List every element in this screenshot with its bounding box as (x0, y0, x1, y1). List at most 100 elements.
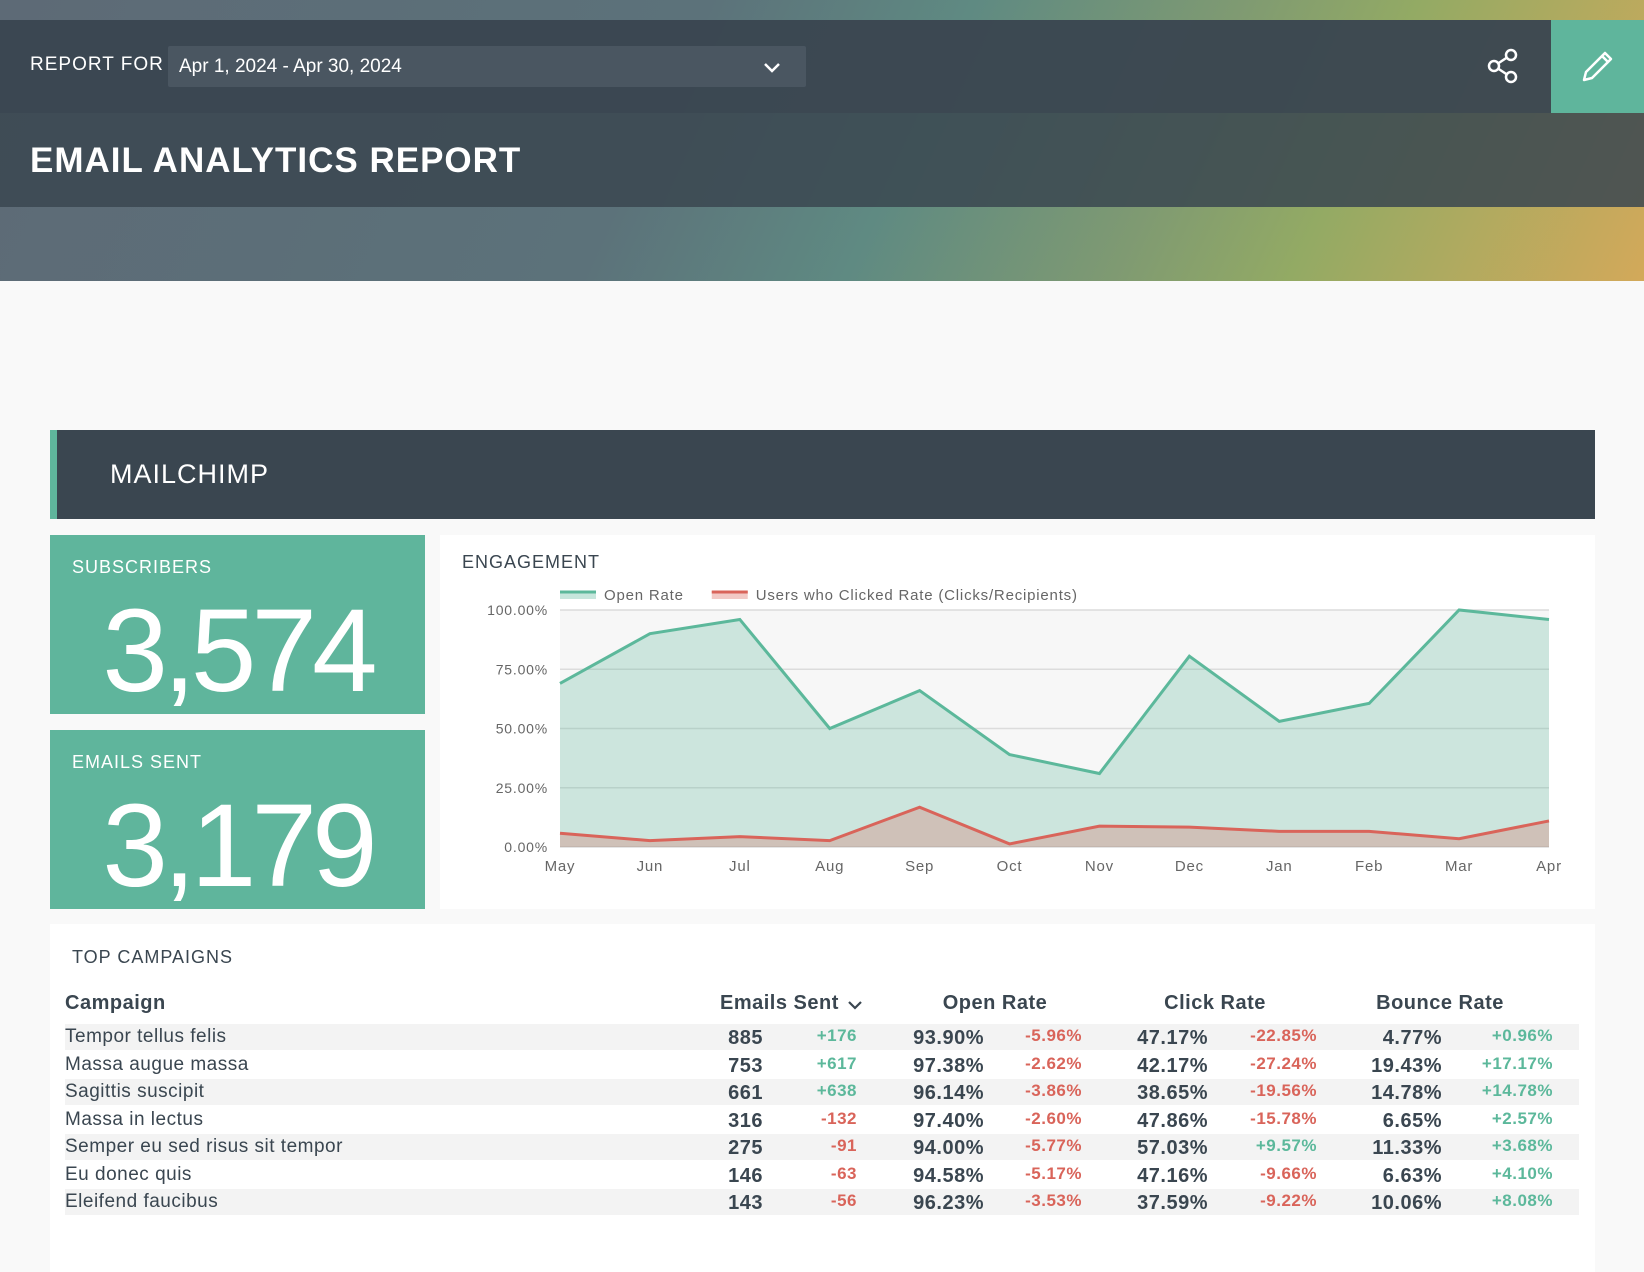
metric-value: 37.59% (1137, 1192, 1208, 1214)
change-value: -5.17% (1025, 1163, 1082, 1183)
kpi-label: SUBSCRIBERS (72, 557, 213, 577)
change-value: -15.78% (1250, 1108, 1317, 1128)
change-value: +8.08% (1491, 1191, 1553, 1210)
metric-value: 143 (728, 1192, 763, 1214)
campaign-name: Tempor tellus felis (65, 1026, 227, 1047)
row-background (65, 1189, 1579, 1215)
x-tick-label: Sep (905, 858, 934, 875)
metric-value: 11.33% (1372, 1137, 1442, 1159)
change-value: -9.22% (1260, 1191, 1317, 1210)
change-value: +2.57% (1491, 1108, 1553, 1128)
metric-value: 57.03% (1137, 1137, 1208, 1159)
metric-value: 42.17% (1137, 1054, 1208, 1077)
column-header: Bounce Rate (1376, 992, 1504, 1014)
metric-value: 19.43% (1371, 1054, 1442, 1077)
campaign-name: Semper eu sed risus sit tempor (65, 1136, 343, 1157)
x-tick-label: Oct (997, 858, 1023, 875)
y-tick-label: 75.00% (496, 661, 548, 677)
share-icon[interactable] (1486, 48, 1520, 84)
change-value: +617 (816, 1053, 857, 1073)
change-value: -91 (830, 1136, 857, 1155)
metric-value: 885 (728, 1027, 763, 1049)
kpi-label: EMAILS SENT (72, 752, 203, 772)
metric-value: 96.23% (913, 1192, 984, 1214)
metric-value: 94.00% (913, 1137, 984, 1159)
sort-indicator[interactable] (847, 999, 863, 1011)
legend-swatch (560, 591, 596, 599)
y-tick-label: 100.00% (487, 602, 548, 618)
campaign-name: Eu donec quis (65, 1163, 192, 1185)
campaign-name: Sagittis suscipit (65, 1081, 205, 1102)
kpi-card: EMAILS SENT 3,179 (50, 730, 425, 912)
column-header: Open Rate (942, 992, 1048, 1014)
table-title: TOP CAMPAIGNS (72, 947, 234, 967)
series-area (560, 807, 1549, 847)
series-line (559, 608, 1550, 776)
change-value: +638 (816, 1081, 857, 1100)
chart-card: ENGAGEMENT 0.00% 25.00% 50.00% 75.00% 100.00… (440, 535, 1595, 909)
series-line (559, 805, 1550, 846)
y-tick-label: 25.00% (496, 780, 548, 796)
change-value: -56 (830, 1191, 857, 1210)
change-value: -5.96% (1025, 1026, 1082, 1045)
change-value: -2.60% (1025, 1108, 1082, 1128)
report-title: EMAIL ANALYTICS REPORT (30, 141, 522, 180)
metric-value: 6.63% (1382, 1164, 1442, 1187)
change-value: -3.86% (1025, 1081, 1082, 1100)
change-value: +14.78% (1481, 1081, 1553, 1100)
title-bar: EMAIL ANALYTICS REPORT (0, 113, 1644, 207)
metric-value: 14.78% (1371, 1082, 1442, 1104)
kpi-value: 3,179 (102, 780, 377, 912)
x-tick-label: Apr (1536, 858, 1562, 875)
metric-value: 10.06% (1371, 1192, 1442, 1214)
dropdown-chevron (764, 63, 780, 73)
change-value: +4.10% (1491, 1163, 1553, 1183)
report-for-label: REPORT FOR (30, 54, 164, 75)
change-value: -132 (820, 1108, 857, 1128)
column-header: Campaign (65, 992, 166, 1014)
metric-value: 93.90% (913, 1027, 984, 1049)
change-value: -9.66% (1260, 1163, 1317, 1183)
x-tick-label: May (545, 858, 576, 875)
engagement-chart: ENGAGEMENT 0.00% 25.00% 50.00% 75.00% 100.00… (462, 552, 1562, 875)
chart-title: ENGAGEMENT (462, 552, 600, 572)
row-background (65, 1134, 1579, 1160)
metric-value: 94.58% (913, 1164, 984, 1187)
change-value: +9.57% (1255, 1136, 1317, 1155)
metric-value: 6.65% (1382, 1109, 1442, 1132)
y-tick-label: 0.00% (504, 839, 548, 855)
date-range: Apr 1, 2024 - Apr 30, 2024 (179, 56, 402, 77)
campaign-name: Massa augue massa (65, 1053, 249, 1075)
legend-label: Open Rate (604, 587, 684, 604)
kpi-value: 3,574 (102, 585, 377, 717)
section-title: MAILCHIMP (110, 459, 270, 489)
metric-value: 47.16% (1137, 1164, 1208, 1187)
edit-button[interactable] (1551, 20, 1644, 113)
change-value: -5.77% (1025, 1136, 1082, 1155)
campaign-table-card: TOP CAMPAIGNS Campaign Emails Sent Open Ra… (50, 924, 1595, 1272)
campaign-name: Massa in lectus (65, 1108, 204, 1130)
change-value: -63 (830, 1163, 857, 1183)
metric-value: 97.40% (913, 1109, 984, 1132)
date-picker[interactable]: Apr 1, 2024 - Apr 30, 2024 (168, 46, 806, 87)
change-value: -22.85% (1250, 1026, 1317, 1045)
metric-value: 47.17% (1137, 1027, 1208, 1049)
change-value: -19.56% (1250, 1081, 1317, 1100)
x-tick-label: Feb (1355, 858, 1383, 875)
metric-value: 38.65% (1137, 1082, 1208, 1104)
change-value: -27.24% (1250, 1053, 1317, 1073)
x-tick-label: Dec (1175, 858, 1204, 875)
change-value: +0.96% (1491, 1026, 1553, 1045)
series-area (560, 610, 1549, 847)
column-header: Emails Sent (720, 992, 839, 1014)
x-tick-label: Jan (1266, 858, 1293, 875)
row-background (65, 1079, 1579, 1105)
change-value: -2.62% (1025, 1053, 1082, 1073)
x-tick-label: Mar (1445, 858, 1473, 875)
metric-value: 146 (728, 1164, 763, 1187)
legend-label: Users who Clicked Rate (Clicks/Recipient… (756, 587, 1078, 604)
legend-swatch (711, 591, 748, 599)
metric-value: 275 (728, 1137, 763, 1159)
x-tick-label: Jun (637, 858, 664, 875)
